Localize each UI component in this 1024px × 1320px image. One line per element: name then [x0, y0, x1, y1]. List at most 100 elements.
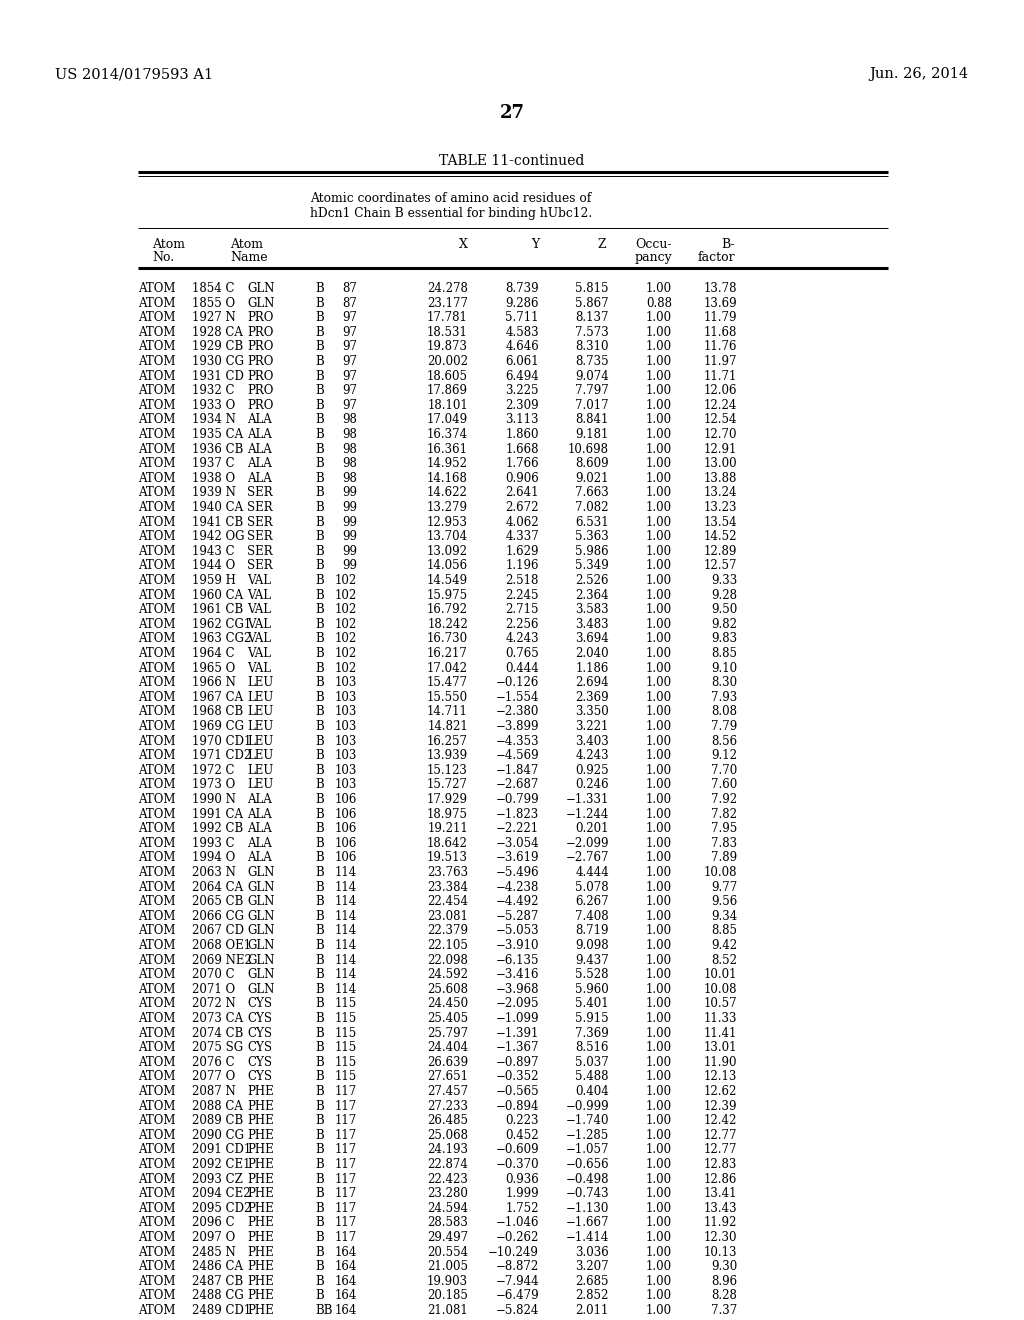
- Text: 2089 CB: 2089 CB: [193, 1114, 244, 1127]
- Text: GLN: GLN: [247, 909, 274, 923]
- Text: 2095 CD2: 2095 CD2: [193, 1201, 251, 1214]
- Text: B: B: [315, 837, 324, 850]
- Text: 12.24: 12.24: [703, 399, 737, 412]
- Text: B: B: [315, 851, 324, 865]
- Text: −0.609: −0.609: [496, 1143, 539, 1156]
- Text: 2069 NE2: 2069 NE2: [193, 953, 252, 966]
- Text: Y: Y: [530, 238, 539, 251]
- Text: B: B: [315, 1232, 324, 1243]
- Text: B: B: [315, 326, 324, 339]
- Text: 13.24: 13.24: [703, 486, 737, 499]
- Text: 0.452: 0.452: [506, 1129, 539, 1142]
- Text: 103: 103: [335, 676, 357, 689]
- Text: B: B: [315, 486, 324, 499]
- Text: B: B: [315, 560, 324, 573]
- Text: 13.01: 13.01: [703, 1041, 737, 1055]
- Text: 1.00: 1.00: [646, 735, 672, 747]
- Text: SER: SER: [247, 516, 272, 528]
- Text: 0.246: 0.246: [575, 779, 609, 792]
- Text: 97: 97: [342, 370, 357, 383]
- Text: 8.609: 8.609: [575, 457, 609, 470]
- Text: PRO: PRO: [247, 326, 273, 339]
- Text: LEU: LEU: [247, 779, 273, 792]
- Text: 106: 106: [335, 822, 357, 836]
- Text: ALA: ALA: [247, 471, 271, 484]
- Text: 13.69: 13.69: [703, 297, 737, 310]
- Text: 2097 O: 2097 O: [193, 1232, 236, 1243]
- Text: PRO: PRO: [247, 384, 273, 397]
- Text: 2064 CA: 2064 CA: [193, 880, 243, 894]
- Text: 1932 C: 1932 C: [193, 384, 234, 397]
- Text: GLN: GLN: [247, 866, 274, 879]
- Text: 5.037: 5.037: [575, 1056, 609, 1069]
- Text: 1.00: 1.00: [646, 1129, 672, 1142]
- Text: 4.243: 4.243: [506, 632, 539, 645]
- Text: 8.841: 8.841: [575, 413, 609, 426]
- Text: ATOM: ATOM: [138, 690, 175, 704]
- Text: GLN: GLN: [247, 895, 274, 908]
- Text: −0.743: −0.743: [565, 1187, 609, 1200]
- Text: 1993 C: 1993 C: [193, 837, 234, 850]
- Text: 4.337: 4.337: [505, 531, 539, 544]
- Text: VAL: VAL: [247, 661, 271, 675]
- Text: 2.518: 2.518: [506, 574, 539, 587]
- Text: 7.92: 7.92: [711, 793, 737, 807]
- Text: ATOM: ATOM: [138, 603, 175, 616]
- Text: PHE: PHE: [247, 1304, 273, 1317]
- Text: 9.181: 9.181: [575, 428, 609, 441]
- Text: CYS: CYS: [247, 1071, 272, 1084]
- Text: 97: 97: [342, 312, 357, 325]
- Text: −3.968: −3.968: [496, 983, 539, 995]
- Text: B: B: [315, 735, 324, 747]
- Text: 17.869: 17.869: [427, 384, 468, 397]
- Text: 1935 CA: 1935 CA: [193, 428, 243, 441]
- Text: ATOM: ATOM: [138, 560, 175, 573]
- Text: B: B: [315, 998, 324, 1010]
- Text: ATOM: ATOM: [138, 705, 175, 718]
- Text: 3.221: 3.221: [575, 719, 609, 733]
- Text: −1.554: −1.554: [496, 690, 539, 704]
- Text: 1.00: 1.00: [646, 355, 672, 368]
- Text: B: B: [315, 428, 324, 441]
- Text: 87: 87: [342, 282, 357, 294]
- Text: 106: 106: [335, 793, 357, 807]
- Text: B: B: [315, 471, 324, 484]
- Text: B: B: [315, 516, 324, 528]
- Text: ATOM: ATOM: [138, 822, 175, 836]
- Text: 2489 CD1: 2489 CD1: [193, 1304, 251, 1317]
- Text: PHE: PHE: [247, 1261, 273, 1274]
- Text: 24.450: 24.450: [427, 998, 468, 1010]
- Text: 1.00: 1.00: [646, 603, 672, 616]
- Text: 3.113: 3.113: [506, 413, 539, 426]
- Text: 1.00: 1.00: [646, 1201, 672, 1214]
- Text: 9.56: 9.56: [711, 895, 737, 908]
- Text: 98: 98: [342, 413, 357, 426]
- Text: 1.00: 1.00: [646, 1085, 672, 1098]
- Text: ATOM: ATOM: [138, 531, 175, 544]
- Text: 24.193: 24.193: [427, 1143, 468, 1156]
- Text: 117: 117: [335, 1085, 357, 1098]
- Text: ALA: ALA: [247, 808, 271, 821]
- Text: −1.331: −1.331: [565, 793, 609, 807]
- Text: B: B: [315, 457, 324, 470]
- Text: −0.262: −0.262: [496, 1232, 539, 1243]
- Text: 12.86: 12.86: [703, 1172, 737, 1185]
- Text: ATOM: ATOM: [138, 939, 175, 952]
- Text: 2485 N: 2485 N: [193, 1246, 236, 1258]
- Text: B: B: [315, 953, 324, 966]
- Text: 9.50: 9.50: [711, 603, 737, 616]
- Text: −5.287: −5.287: [496, 909, 539, 923]
- Text: −3.416: −3.416: [496, 968, 539, 981]
- Text: 1.00: 1.00: [646, 866, 672, 879]
- Text: 1.00: 1.00: [646, 1261, 672, 1274]
- Text: 11.33: 11.33: [703, 1012, 737, 1026]
- Text: PHE: PHE: [247, 1201, 273, 1214]
- Text: VAL: VAL: [247, 647, 271, 660]
- Text: ALA: ALA: [247, 413, 271, 426]
- Text: ATOM: ATOM: [138, 924, 175, 937]
- Text: PHE: PHE: [247, 1158, 273, 1171]
- Text: 18.242: 18.242: [427, 618, 468, 631]
- Text: 9.28: 9.28: [711, 589, 737, 602]
- Text: 102: 102: [335, 574, 357, 587]
- Text: VAL: VAL: [247, 618, 271, 631]
